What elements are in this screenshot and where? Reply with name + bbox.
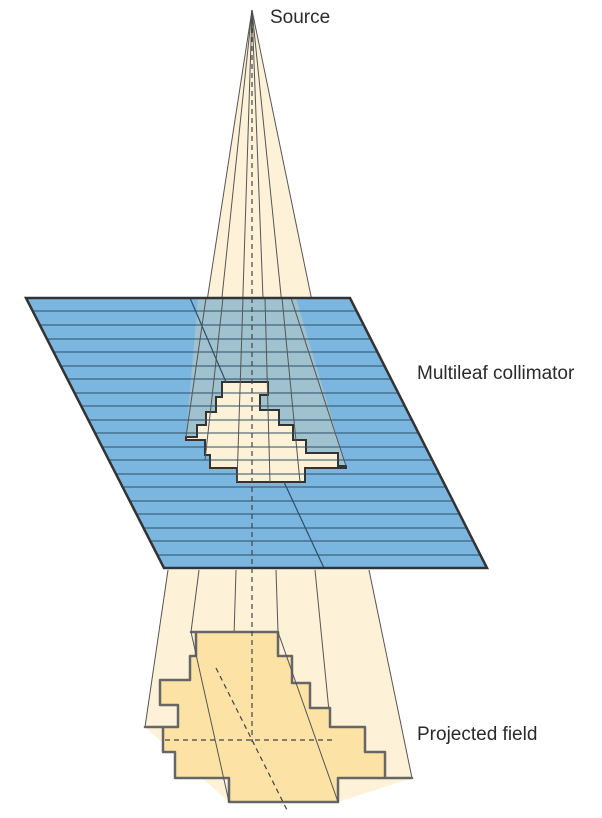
leaf-bank-split	[189, 297, 325, 569]
multileaf-collimator	[23, 296, 490, 570]
central-axes	[165, 10, 334, 813]
aperture-opening	[185, 381, 347, 483]
source-label: Source	[270, 7, 331, 28]
projected-field-rays	[190, 631, 339, 803]
projected-field-shape	[143, 630, 414, 804]
projected-field-label: Projected field	[417, 724, 538, 745]
projected-field	[143, 630, 414, 804]
beam-rays-on-plate	[185, 297, 347, 483]
leaf-lines	[32, 310, 480, 556]
beam-upper-rays	[185, 9, 347, 483]
collimator-outline	[23, 296, 490, 570]
collimator-label: Multileaf collimator	[417, 363, 575, 384]
